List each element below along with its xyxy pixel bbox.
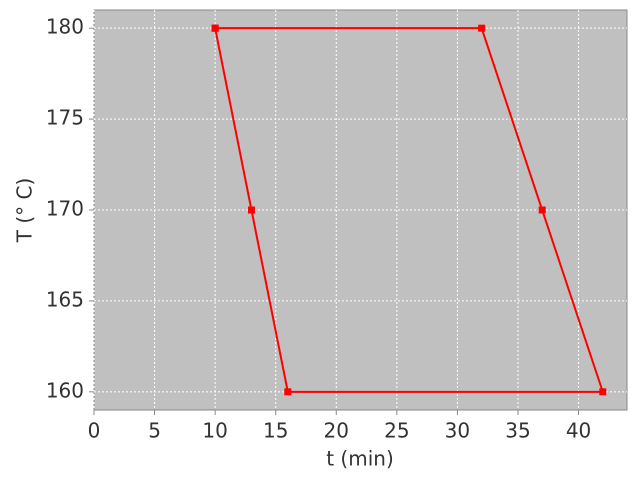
data-point xyxy=(538,206,546,214)
y-tick-label: 170 xyxy=(46,197,84,221)
y-tick-label: 160 xyxy=(46,378,84,402)
x-tick-label: 5 xyxy=(148,419,161,443)
y-axis-label: T (° C) xyxy=(13,178,37,244)
x-tick-label: 30 xyxy=(445,419,470,443)
x-tick-label: 20 xyxy=(324,419,349,443)
x-tick-label: 40 xyxy=(566,419,591,443)
data-point xyxy=(478,24,486,32)
x-tick-label: 25 xyxy=(384,419,409,443)
y-tick-label: 180 xyxy=(46,15,84,39)
y-tick-label: 175 xyxy=(46,106,84,130)
data-point xyxy=(599,388,607,396)
y-tick-label: 165 xyxy=(46,287,84,311)
data-point xyxy=(247,206,255,214)
x-tick-label: 0 xyxy=(88,419,101,443)
x-tick-label: 10 xyxy=(202,419,227,443)
data-point xyxy=(211,24,219,32)
x-tick-label: 15 xyxy=(263,419,288,443)
data-point xyxy=(284,388,292,396)
x-axis-label: t (min) xyxy=(326,447,394,471)
x-tick-label: 35 xyxy=(505,419,530,443)
